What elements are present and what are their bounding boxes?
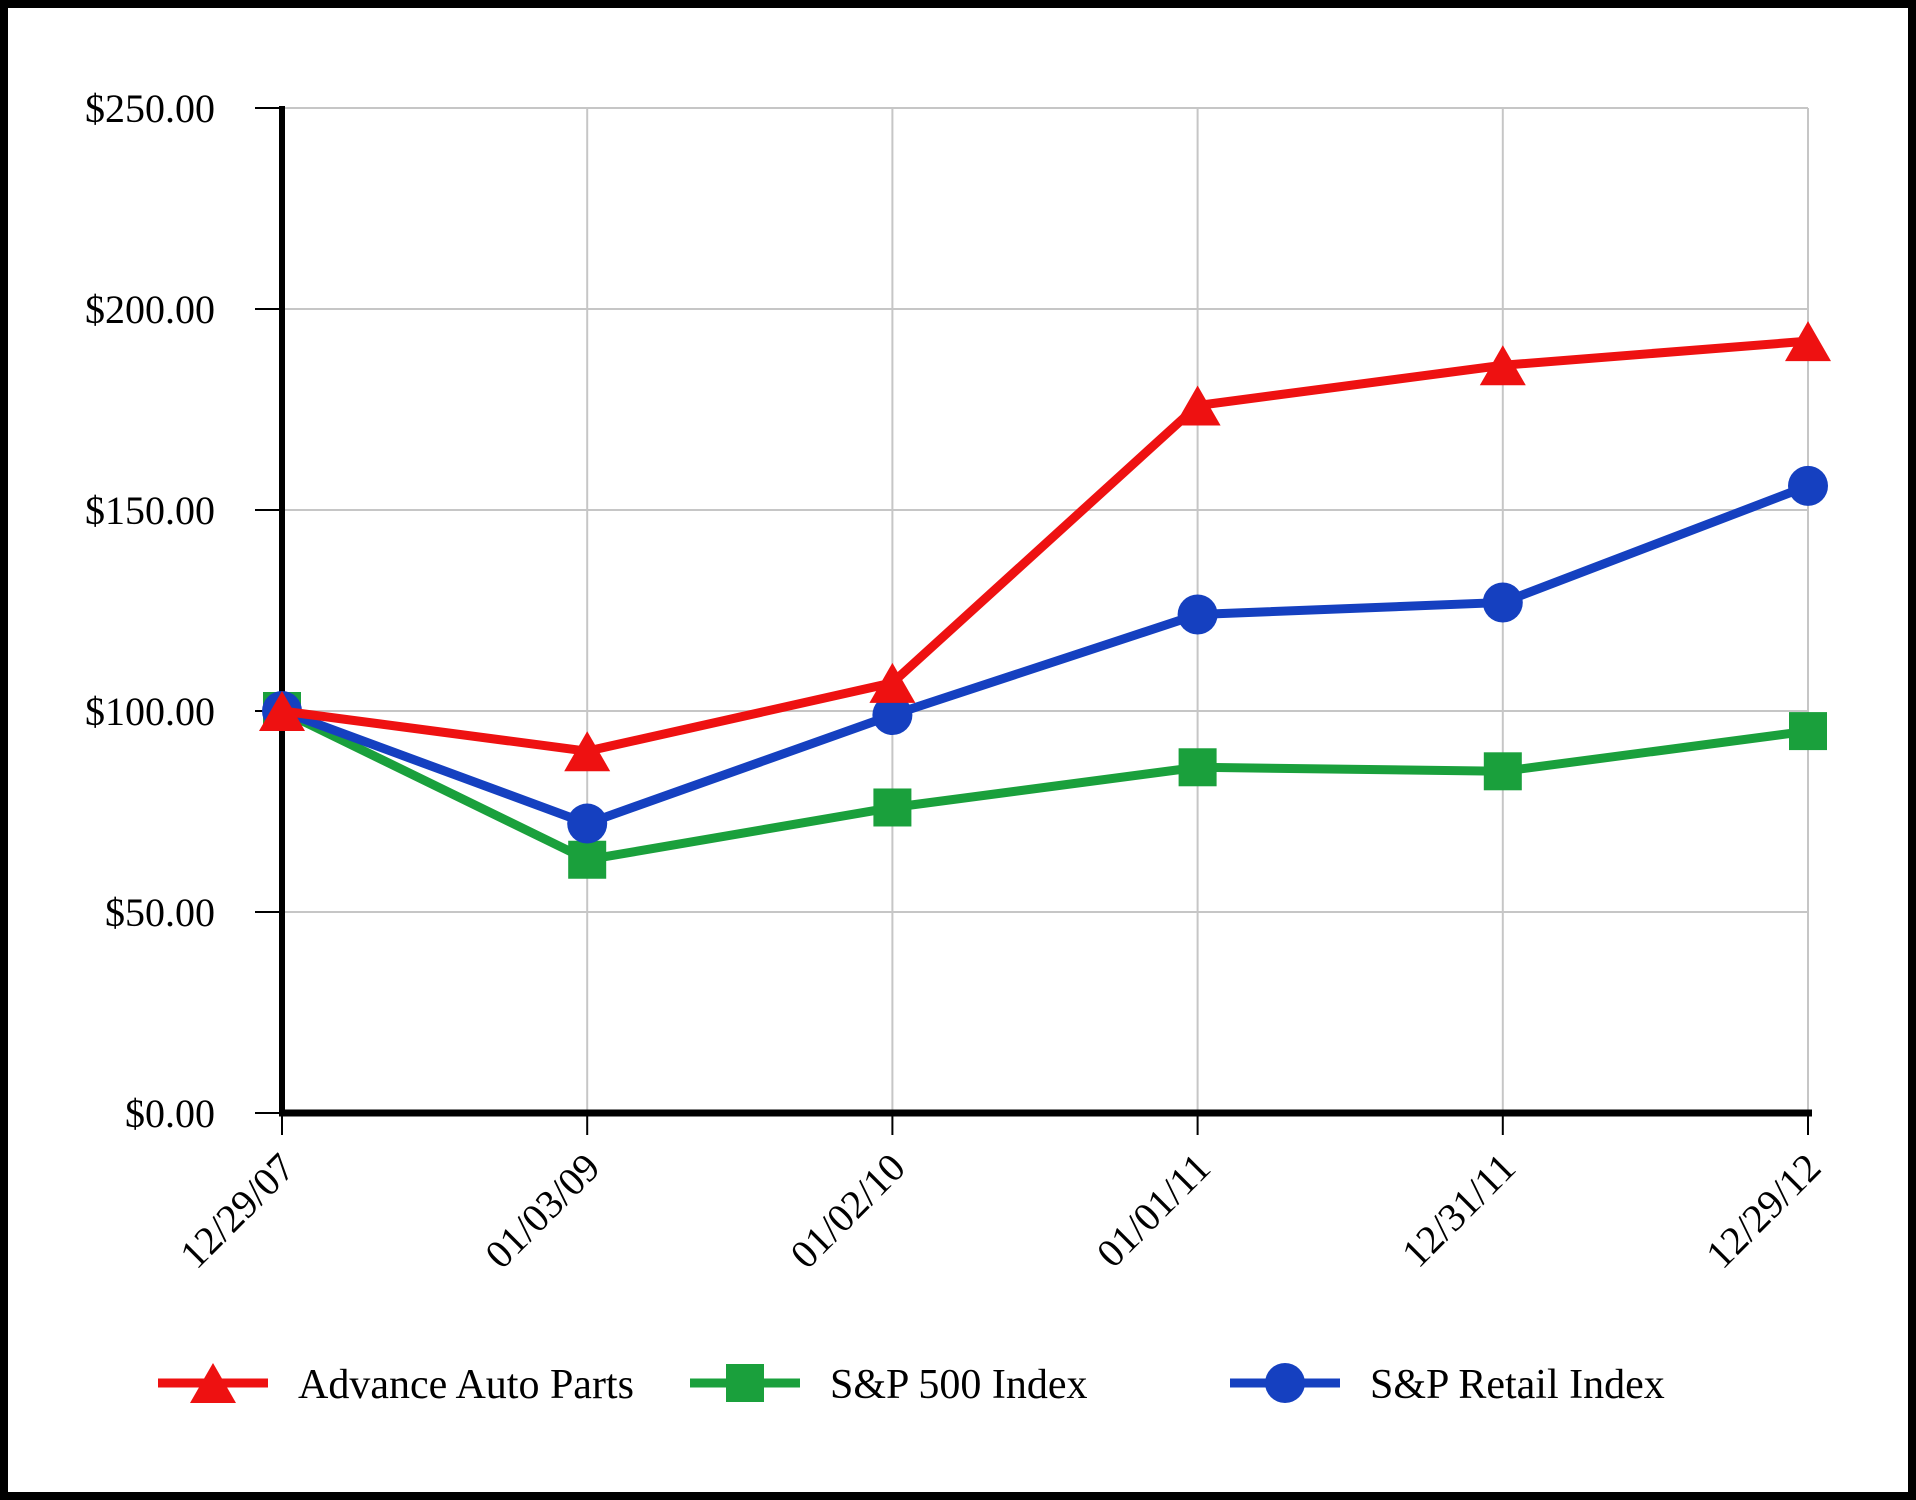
y-tick-label: $250.00 bbox=[85, 86, 215, 131]
triangle-marker-icon bbox=[1479, 345, 1526, 386]
triangle-marker-icon bbox=[1174, 385, 1221, 426]
legend-item: Advance Auto Parts bbox=[158, 1362, 634, 1408]
legend-item: S&P 500 Index bbox=[690, 1362, 1087, 1408]
square-marker-icon bbox=[568, 840, 607, 879]
x-tick-label: 01/01/11 bbox=[1088, 1145, 1219, 1276]
series-line-s-p-retail-index bbox=[280, 481, 1810, 829]
square-marker-icon bbox=[1789, 712, 1827, 751]
x-tick-label: 12/31/11 bbox=[1393, 1145, 1524, 1276]
triangle-marker-icon bbox=[564, 731, 611, 772]
legend-item: S&P Retail Index bbox=[1230, 1362, 1665, 1408]
triangle-marker-icon bbox=[1785, 321, 1831, 362]
y-tick-label: $50.00 bbox=[105, 890, 215, 935]
triangle-marker-icon bbox=[259, 691, 305, 731]
y-tick-label: $200.00 bbox=[85, 287, 215, 332]
square-marker-icon bbox=[726, 1364, 764, 1402]
legend-label: Advance Auto Parts bbox=[298, 1362, 634, 1408]
series-s-p-500-index bbox=[263, 692, 1827, 879]
x-tick-label: 12/29/07 bbox=[171, 1145, 303, 1277]
circle-marker-icon bbox=[567, 803, 608, 844]
square-marker-icon bbox=[1178, 748, 1217, 787]
triangle-marker-icon bbox=[869, 662, 916, 703]
circle-marker-icon bbox=[872, 695, 913, 736]
series-line-advance-auto-parts bbox=[281, 336, 1809, 756]
x-tick-label: 01/02/10 bbox=[781, 1145, 913, 1277]
series-advance-auto-parts bbox=[259, 321, 1831, 772]
square-marker-icon bbox=[873, 788, 912, 827]
x-tick-label: 01/03/09 bbox=[476, 1145, 608, 1277]
legend-label: S&P 500 Index bbox=[830, 1362, 1087, 1408]
triangle-marker-icon bbox=[190, 1363, 236, 1403]
circle-marker-icon bbox=[1265, 1363, 1305, 1403]
y-tick-label: $0.00 bbox=[125, 1091, 215, 1136]
circle-marker-icon bbox=[1788, 465, 1828, 506]
y-tick-label: $150.00 bbox=[85, 488, 215, 533]
circle-marker-icon bbox=[1177, 594, 1218, 635]
circle-marker-icon bbox=[1482, 582, 1523, 623]
y-tick-label: $100.00 bbox=[85, 689, 215, 734]
x-tick-label: 12/29/12 bbox=[1697, 1145, 1829, 1277]
series-line-s-p-500-index bbox=[280, 706, 1809, 865]
square-marker-icon bbox=[1483, 752, 1522, 791]
legend-label: S&P Retail Index bbox=[1370, 1362, 1665, 1408]
